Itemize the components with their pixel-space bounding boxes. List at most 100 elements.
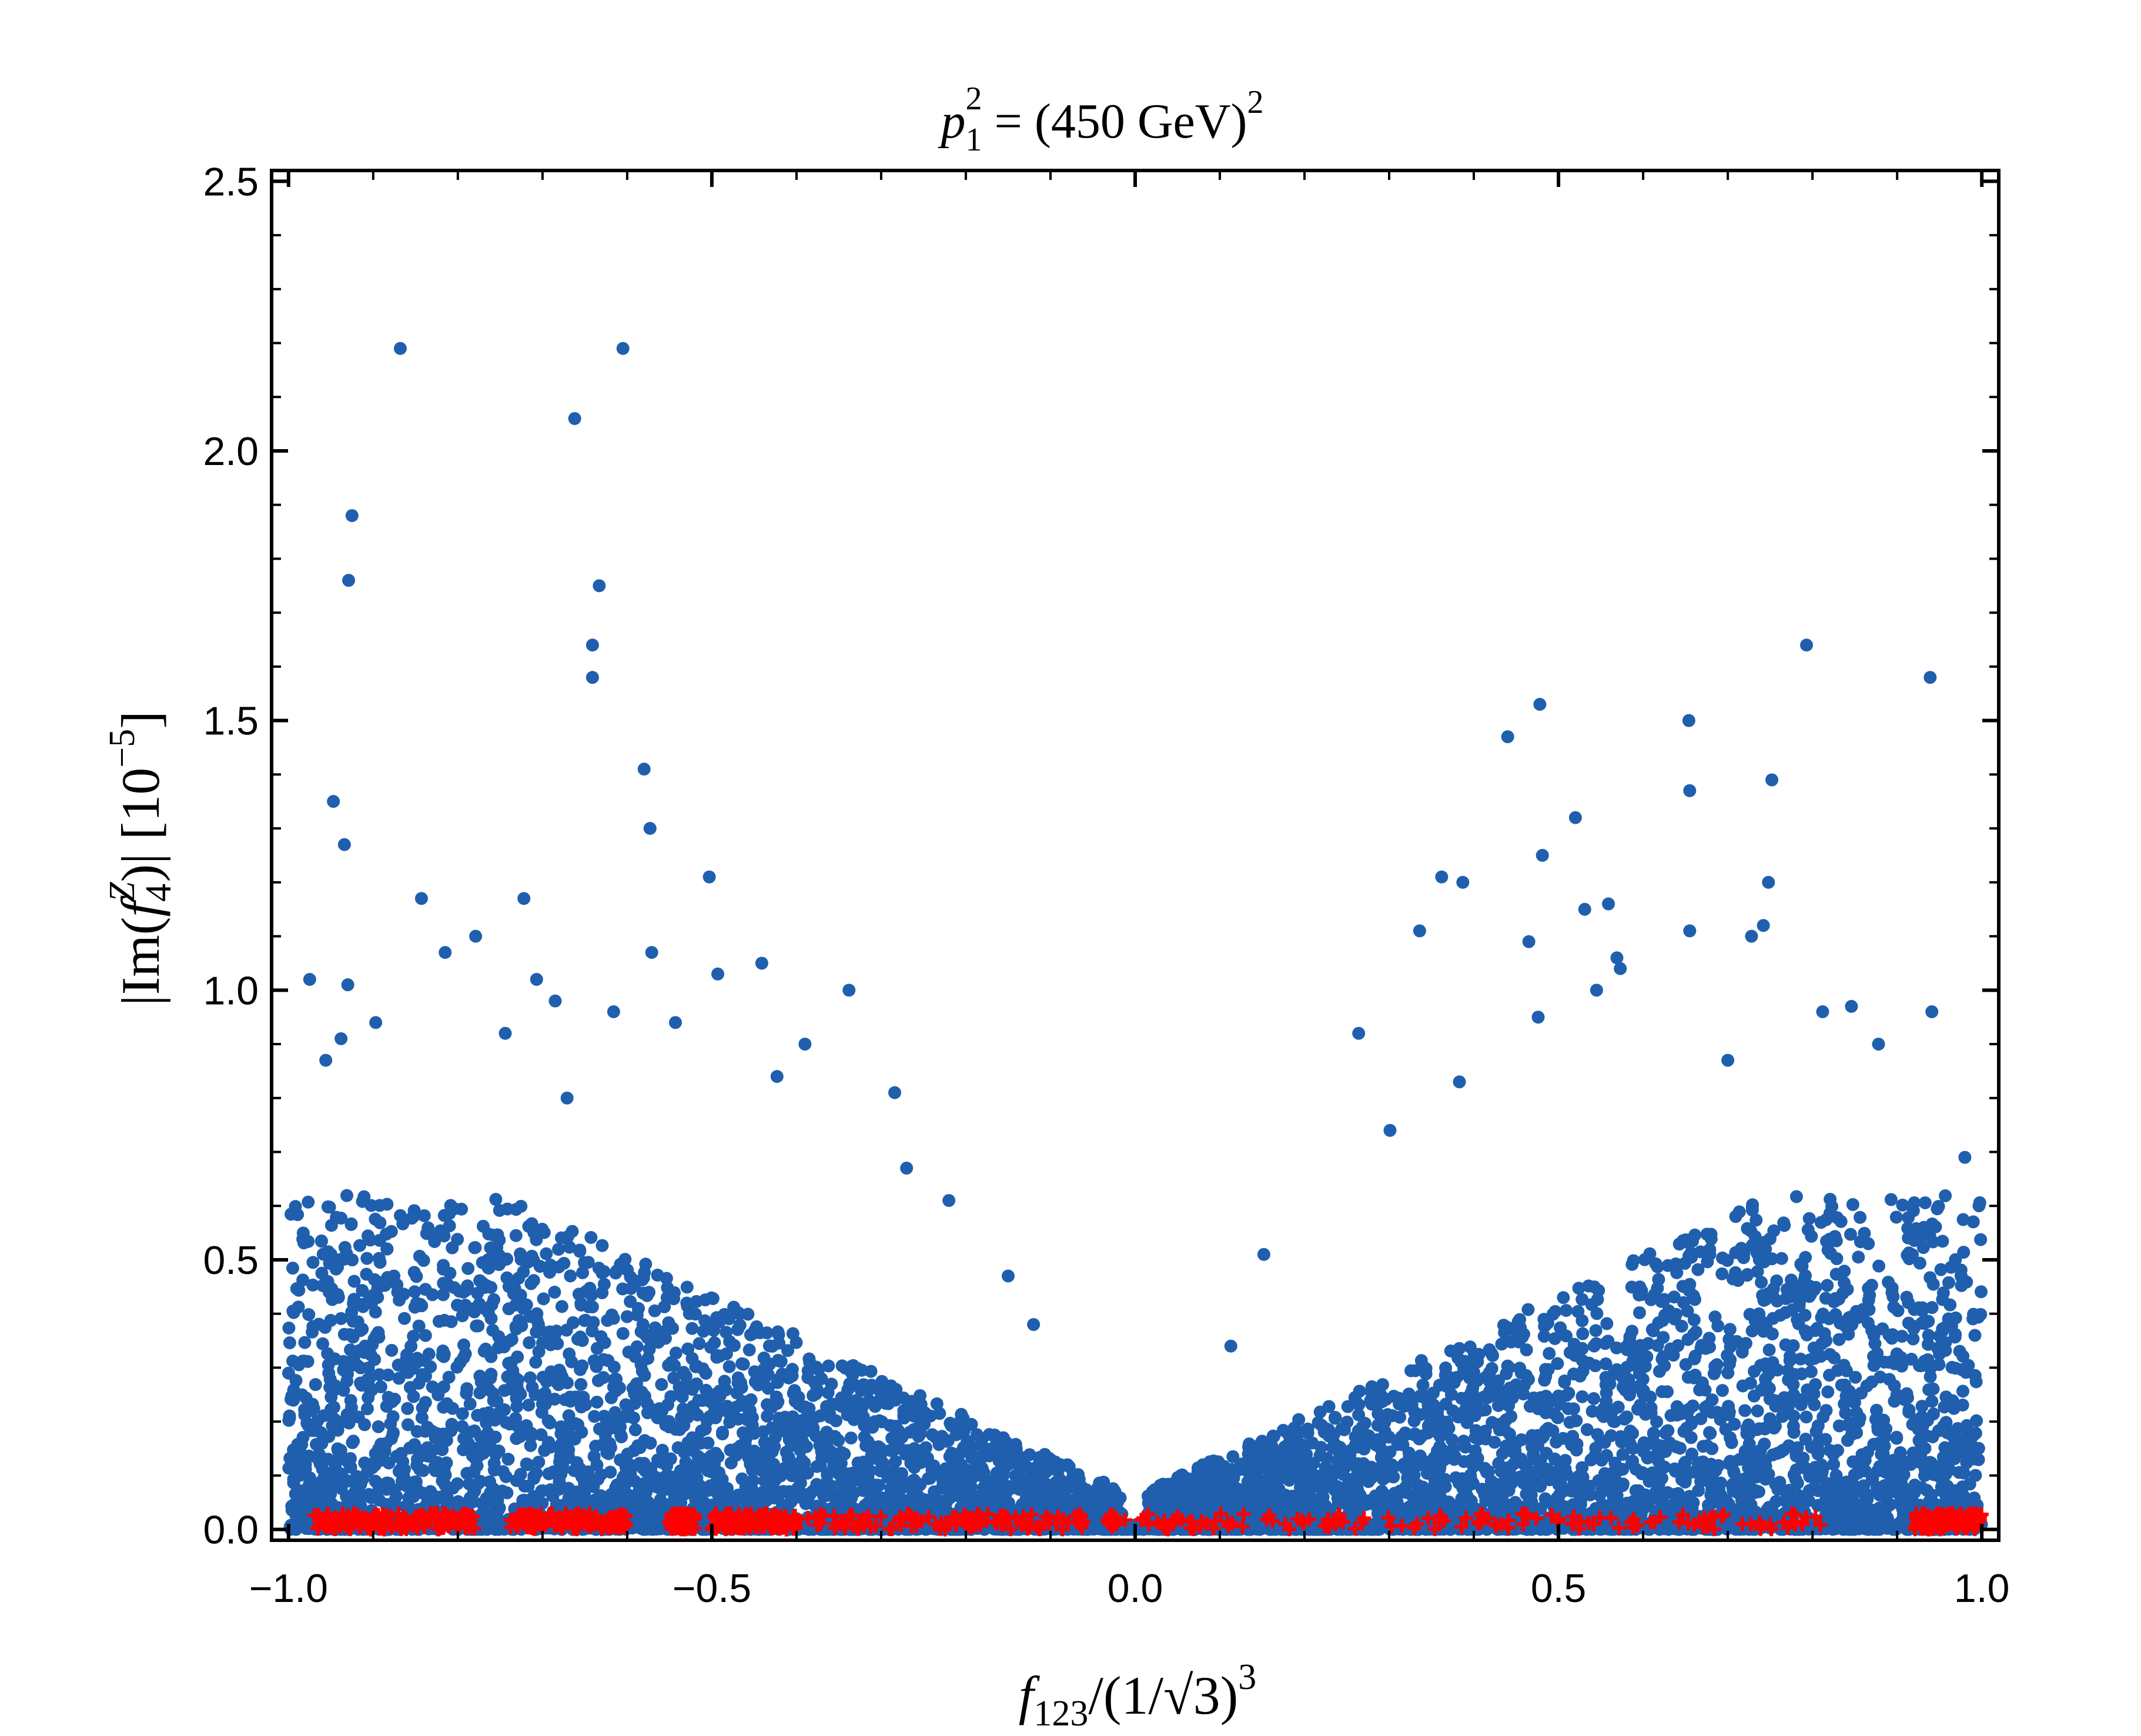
data-point <box>413 1463 427 1476</box>
data-point <box>528 1387 542 1401</box>
data-point <box>1936 1235 1949 1248</box>
data-point <box>1652 1364 1666 1378</box>
data-point <box>1548 1304 1562 1318</box>
data-point <box>1558 1374 1571 1388</box>
data-point <box>590 1342 604 1355</box>
data-point <box>1748 1364 1761 1378</box>
data-point <box>1749 1213 1763 1227</box>
data-point <box>357 1190 371 1203</box>
data-point <box>338 1240 352 1254</box>
data-point <box>1741 1222 1754 1235</box>
data-point <box>1925 1301 1939 1314</box>
chart-title: p12 = (450 GeV)2 <box>938 81 1264 158</box>
data-point <box>1352 1398 1366 1411</box>
data-point <box>372 1326 385 1339</box>
data-point <box>799 1466 813 1479</box>
data-point <box>517 1265 530 1279</box>
data-point <box>509 1229 523 1242</box>
data-point <box>1402 1387 1416 1401</box>
data-point <box>1530 1453 1543 1467</box>
data-point <box>1846 1198 1859 1211</box>
data-point <box>1771 1483 1785 1496</box>
data-point <box>651 1269 664 1282</box>
data-point <box>446 1401 459 1415</box>
data-point <box>408 1285 421 1299</box>
data-point <box>1862 1282 1875 1295</box>
data-point <box>540 1375 553 1389</box>
data-point <box>463 1397 477 1411</box>
data-point <box>564 1269 577 1283</box>
data-point <box>1921 1414 1934 1427</box>
data-point <box>1876 1322 1889 1336</box>
data-point <box>456 1407 469 1420</box>
data-point <box>501 1453 515 1466</box>
data-point <box>1504 1335 1518 1349</box>
data-point <box>616 1327 630 1340</box>
data-point <box>1931 1202 1944 1216</box>
data-point <box>446 1241 459 1255</box>
data-point <box>1661 1385 1674 1399</box>
data-point <box>436 1288 450 1302</box>
data-point <box>1575 1390 1589 1403</box>
data-point <box>407 1330 420 1343</box>
data-point <box>590 1396 604 1409</box>
data-point <box>347 1275 361 1288</box>
data-point <box>309 1378 322 1392</box>
data-point <box>527 1253 540 1267</box>
data-point <box>1752 1307 1766 1320</box>
data-point <box>822 1359 835 1373</box>
data-point <box>888 1443 902 1456</box>
data-point <box>421 1221 435 1235</box>
data-point <box>1623 1388 1637 1401</box>
data-point <box>1469 1424 1483 1437</box>
data-point <box>700 1383 713 1397</box>
data-point <box>1967 1307 1981 1321</box>
data-point <box>1556 1431 1570 1445</box>
data-point <box>382 1368 395 1382</box>
data-point <box>607 1312 620 1325</box>
data-point <box>675 1412 688 1426</box>
data-point <box>925 1428 939 1441</box>
data-point <box>1599 1371 1613 1384</box>
data-point <box>933 1407 946 1420</box>
data-point <box>1393 1484 1407 1498</box>
data-point <box>487 1293 501 1306</box>
data-point <box>1819 1334 1833 1347</box>
data-point <box>1805 1440 1818 1454</box>
data-point <box>1722 1333 1736 1346</box>
data-point <box>1632 1484 1645 1497</box>
data-point <box>1794 1352 1807 1366</box>
data-point <box>441 1278 455 1292</box>
data-point <box>1575 1293 1589 1306</box>
data-point <box>552 1243 566 1256</box>
data-point <box>407 1266 421 1279</box>
data-point <box>1956 1384 1969 1398</box>
data-point <box>1787 1409 1801 1423</box>
data-point <box>889 1455 902 1469</box>
data-point <box>391 1286 404 1299</box>
data-point <box>1925 1394 1939 1408</box>
data-point <box>373 1233 386 1247</box>
data-point <box>1896 1198 1909 1212</box>
data-point <box>1762 1367 1775 1381</box>
data-point <box>628 1350 642 1363</box>
data-point <box>1745 1200 1759 1214</box>
data-point <box>1600 1317 1614 1330</box>
data-point <box>698 1314 712 1327</box>
data-point <box>419 1329 432 1342</box>
data-point <box>384 1417 397 1430</box>
data-point <box>417 1254 430 1267</box>
data-point <box>1827 1457 1841 1471</box>
data-point <box>1704 1232 1718 1246</box>
data-point <box>522 1399 536 1412</box>
data-point <box>1416 1379 1430 1392</box>
data-point <box>1832 1333 1846 1346</box>
data-point <box>1861 1446 1875 1459</box>
data-point <box>1828 1351 1841 1364</box>
data-point <box>1854 1210 1867 1224</box>
data-point <box>1561 1402 1575 1416</box>
data-point <box>416 1401 429 1414</box>
data-point <box>321 1200 334 1213</box>
data-point <box>1922 1383 1936 1396</box>
data-point <box>412 1319 426 1333</box>
